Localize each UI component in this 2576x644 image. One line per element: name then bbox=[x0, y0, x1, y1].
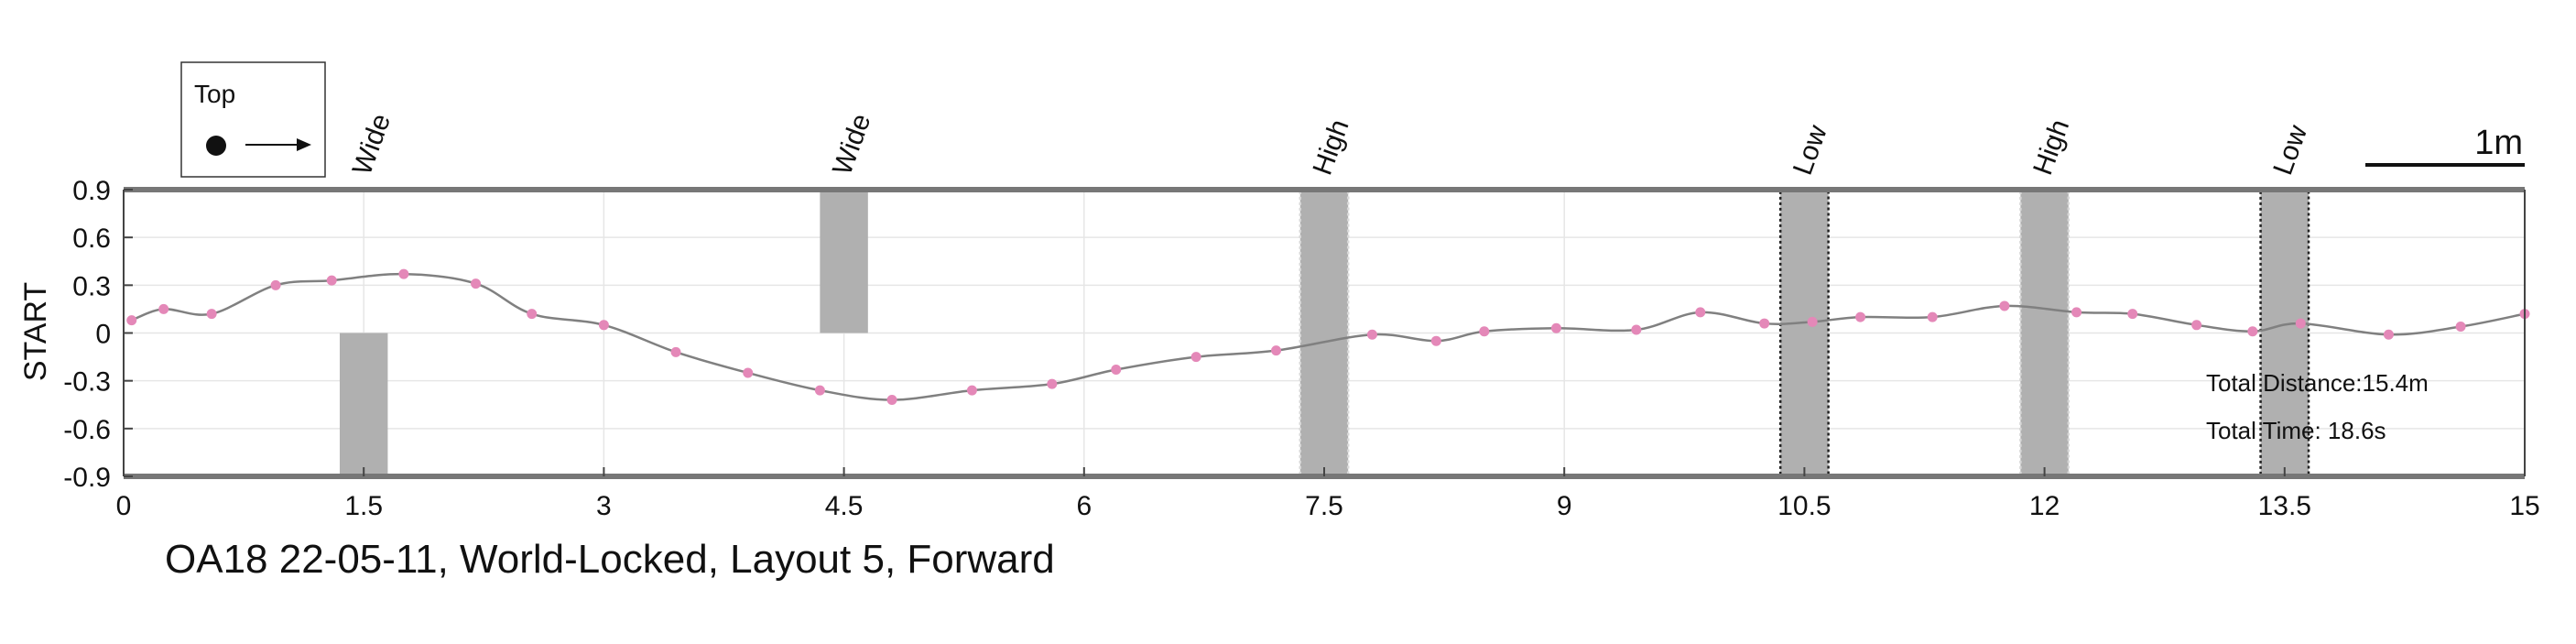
data-point bbox=[1190, 352, 1201, 363]
data-point bbox=[1479, 326, 1490, 337]
legend-arrowhead-icon bbox=[297, 138, 311, 151]
obstacle-label: Wide bbox=[347, 110, 397, 180]
data-point bbox=[270, 279, 281, 290]
obstacle-label: Low bbox=[2267, 121, 2313, 179]
data-point bbox=[814, 385, 825, 396]
obstacle-wide bbox=[339, 333, 388, 476]
obstacle-high bbox=[2019, 188, 2071, 478]
data-point bbox=[1430, 335, 1441, 346]
data-point bbox=[527, 309, 538, 320]
data-point bbox=[326, 275, 337, 286]
legend-title: Top bbox=[194, 80, 235, 108]
data-point bbox=[398, 268, 409, 279]
obstacle-label: Low bbox=[1788, 121, 1833, 179]
legend: Top bbox=[180, 61, 326, 178]
data-point bbox=[1271, 345, 1282, 356]
data-point bbox=[2295, 318, 2306, 329]
data-point bbox=[1695, 307, 1706, 318]
scale-bar-label: 1m bbox=[2474, 124, 2523, 162]
obstacle-label: High bbox=[2027, 115, 2075, 179]
y-tick-label: -0.3 bbox=[63, 367, 111, 398]
data-point bbox=[1366, 329, 1377, 340]
data-point bbox=[966, 385, 977, 396]
data-point bbox=[1047, 378, 1058, 389]
x-tick-label: 10.5 bbox=[1777, 491, 1831, 521]
obstacle-label: High bbox=[1308, 115, 1355, 179]
x-tick-label: 0 bbox=[116, 491, 132, 521]
legend-box bbox=[180, 61, 326, 178]
data-point bbox=[2383, 329, 2394, 340]
x-tick-label: 7.5 bbox=[1305, 491, 1343, 521]
x-tick-label: 12 bbox=[2029, 491, 2060, 521]
data-point bbox=[743, 367, 754, 378]
data-point bbox=[1855, 311, 1866, 322]
data-point bbox=[886, 395, 897, 406]
y-tick-label: -0.6 bbox=[63, 415, 111, 445]
data-point bbox=[2191, 320, 2202, 331]
obstacle-layer: Wide Wide High Low High Low bbox=[339, 110, 2313, 478]
x-tick-label: 1.5 bbox=[344, 491, 383, 521]
data-point bbox=[2455, 322, 2466, 333]
y-tick-label: 0.6 bbox=[72, 224, 111, 254]
obstacle-wide bbox=[820, 190, 868, 333]
y-tick-label: 0.3 bbox=[72, 271, 111, 301]
data-point bbox=[2127, 309, 2138, 320]
tick-layer: 0 1.5 3 4.5 6 7.5 9 10.5 12 13.5 15 0.9 0.6 0.3 0 -0.3 -… bbox=[63, 176, 2539, 521]
total-time-text: Total Time: 18.6s bbox=[2206, 417, 2386, 444]
data-point bbox=[471, 278, 482, 289]
line-layer bbox=[126, 268, 2530, 406]
data-point bbox=[126, 315, 137, 326]
obstacle-label: Wide bbox=[827, 110, 876, 180]
data-point bbox=[670, 346, 681, 357]
data-point bbox=[1927, 311, 1938, 322]
data-point bbox=[598, 320, 609, 331]
obstacle-high bbox=[1299, 188, 1350, 478]
legend-dot-icon bbox=[206, 136, 226, 156]
data-point bbox=[2071, 307, 2082, 318]
x-tick-label: 9 bbox=[1557, 491, 1572, 521]
x-tick-label: 4.5 bbox=[825, 491, 864, 521]
x-tick-label: 3 bbox=[596, 491, 612, 521]
data-point bbox=[2247, 326, 2258, 337]
y-tick-label: 0.9 bbox=[72, 176, 111, 206]
data-point bbox=[206, 309, 217, 320]
y-tick-label: -0.9 bbox=[63, 463, 111, 493]
data-point bbox=[1999, 300, 2010, 311]
chart-title: OA18 22-05-11, World-Locked, Layout 5, F… bbox=[165, 537, 1055, 582]
x-tick-label: 15 bbox=[2509, 491, 2539, 521]
data-point bbox=[1807, 316, 1818, 327]
data-point bbox=[1631, 324, 1642, 335]
x-tick-label: 13.5 bbox=[2258, 491, 2311, 521]
obstacle-low bbox=[1778, 188, 1830, 478]
data-point bbox=[1111, 364, 1122, 375]
x-tick-label: 6 bbox=[1076, 491, 1092, 521]
y-tick-label: 0 bbox=[95, 320, 111, 350]
total-distance-text: Total Distance:15.4m bbox=[2206, 369, 2429, 397]
data-point bbox=[158, 303, 169, 314]
data-point bbox=[1759, 318, 1770, 329]
scale-bar: 1m bbox=[2365, 124, 2525, 167]
data-point bbox=[1550, 322, 1561, 333]
y-axis-label: START bbox=[18, 282, 53, 381]
